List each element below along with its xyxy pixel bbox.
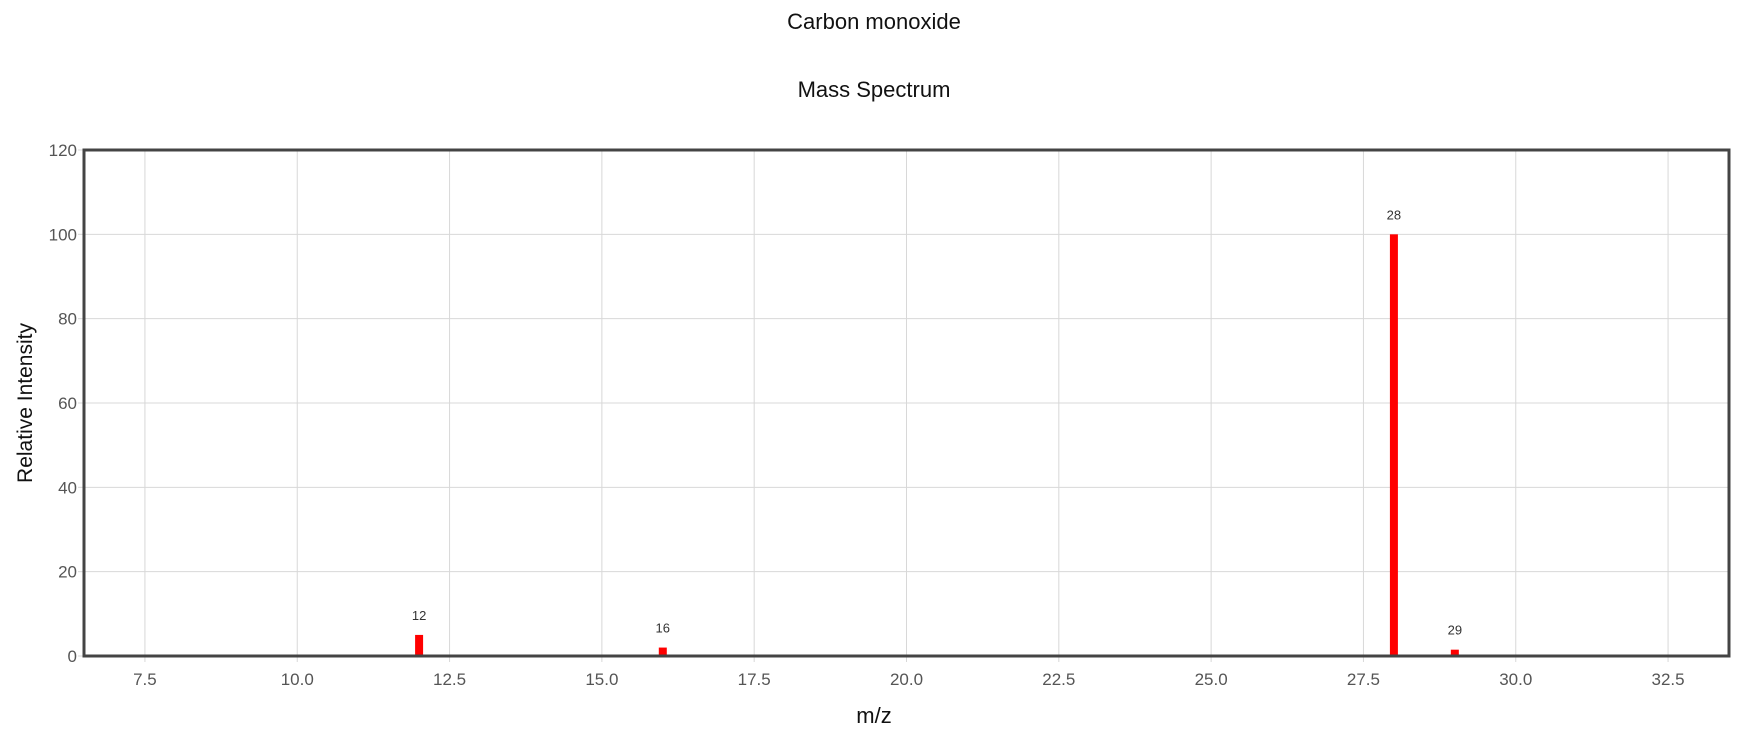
y-tick-label: 60 [58,394,77,413]
ticks-layer: 7.5 10.0 12.5 15.0 17.5 20.0 22.5 25.0 27.5 30.0 3… [49,141,1685,689]
y-tick-label: 80 [58,310,77,329]
x-tick-label: 30.0 [1499,670,1532,689]
data-labels-layer: 12 16 28 29 [412,207,1462,637]
bar-mz-16 [658,647,667,656]
y-axis-label: Relative Intensity [13,323,37,483]
bar-mz-12 [415,634,424,656]
y-tick-label: 40 [58,478,77,497]
plot-frame [82,148,1731,658]
x-tick-label: 22.5 [1042,670,1075,689]
x-tick-label: 27.5 [1347,670,1380,689]
x-axis-label: m/z [856,703,892,728]
bar-mz-28 [1389,234,1398,657]
y-tick-label: 20 [58,563,77,582]
data-label: 28 [1387,207,1401,222]
x-tick-label: 32.5 [1652,670,1685,689]
grid-layer [78,149,1729,662]
x-tick-label: 12.5 [433,670,466,689]
data-label: 16 [656,621,670,636]
x-tick-label: 10.0 [281,670,314,689]
chart-title: Carbon monoxide [787,9,961,34]
x-tick-label: 7.5 [133,670,157,689]
data-label: 12 [412,608,426,623]
chart-subtitle: Mass Spectrum [797,77,951,102]
y-tick-label: 100 [49,225,77,244]
bars-layer [415,234,1459,657]
x-tick-label: 15.0 [585,670,618,689]
data-label: 29 [1448,623,1462,638]
x-tick-label: 25.0 [1195,670,1228,689]
x-tick-label: 17.5 [738,670,771,689]
y-tick-label: 0 [68,647,77,666]
y-tick-label: 120 [49,141,77,160]
bar-mz-29 [1450,649,1459,656]
x-tick-label: 20.0 [890,670,923,689]
